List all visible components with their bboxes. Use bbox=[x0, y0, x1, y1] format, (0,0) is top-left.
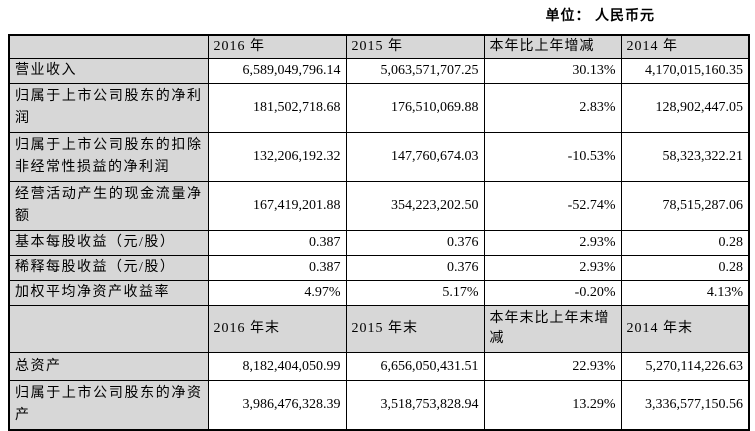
cell-2016: 3,986,476,328.39 bbox=[207, 380, 347, 431]
cell-2016: 132,206,192.32 bbox=[207, 132, 347, 182]
column-header-2016-end: 2016 年末 bbox=[207, 305, 347, 353]
column-header-2016: 2016 年 bbox=[207, 34, 347, 59]
row-label: 稀释每股收益（元/股） bbox=[8, 255, 209, 281]
unit-label: 单位： 人民币元 bbox=[545, 9, 655, 24]
cell-2014: 58,323,322.21 bbox=[620, 132, 750, 182]
cell-2014: 3,336,577,150.56 bbox=[620, 380, 750, 431]
column-header-yoy-change: 本年比上年增减 bbox=[483, 34, 622, 59]
cell-2014: 0.28 bbox=[620, 230, 750, 256]
cell-2015: 0.376 bbox=[345, 255, 485, 281]
cell-2016: 6,589,049,796.14 bbox=[207, 58, 347, 84]
table-row-operating-revenue: 营业收入 6,589,049,796.14 5,063,571,707.25 3… bbox=[8, 58, 750, 84]
cell-change: 22.93% bbox=[483, 352, 622, 381]
cell-2014: 4,170,015,160.35 bbox=[620, 58, 750, 84]
table-row-total-assets: 总资产 8,182,404,050.99 6,656,050,431.51 22… bbox=[8, 352, 750, 381]
cell-change: 2.93% bbox=[483, 255, 622, 281]
cell-2015: 0.376 bbox=[345, 230, 485, 256]
table-row-basic-eps: 基本每股收益（元/股） 0.387 0.376 2.93% 0.28 bbox=[8, 230, 750, 256]
cell-2015: 354,223,202.50 bbox=[345, 181, 485, 231]
cell-2014: 4.13% bbox=[620, 280, 750, 306]
cell-2014: 0.28 bbox=[620, 255, 750, 281]
table-row-diluted-eps: 稀释每股收益（元/股） 0.387 0.376 2.93% 0.28 bbox=[8, 255, 750, 281]
cell-change: 30.13% bbox=[483, 58, 622, 84]
cell-change: -10.53% bbox=[483, 132, 622, 182]
column-header-2014: 2014 年 bbox=[620, 34, 750, 59]
cell-2016: 181,502,718.68 bbox=[207, 83, 347, 133]
table-row-net-profit: 归属于上市公司股东的净利润 181,502,718.68 176,510,069… bbox=[8, 83, 750, 133]
column-header-2014-end: 2014 年末 bbox=[620, 305, 750, 353]
cell-2014: 128,902,447.05 bbox=[620, 83, 750, 133]
cell-change: 13.29% bbox=[483, 380, 622, 431]
cell-2015: 3,518,753,828.94 bbox=[345, 380, 485, 431]
cell-change: -0.20% bbox=[483, 280, 622, 306]
row-label: 加权平均净资产收益率 bbox=[8, 280, 209, 306]
cell-2016: 167,419,201.88 bbox=[207, 181, 347, 231]
cell-change: 2.83% bbox=[483, 83, 622, 133]
cell-2015: 5,063,571,707.25 bbox=[345, 58, 485, 84]
column-header-2015: 2015 年 bbox=[345, 34, 485, 59]
cell-2015: 176,510,069.88 bbox=[345, 83, 485, 133]
row-label: 营业收入 bbox=[8, 58, 209, 84]
table-header-row-annual: 2016 年 2015 年 本年比上年增减 2014 年 bbox=[8, 34, 750, 59]
row-label: 归属于上市公司股东的净利润 bbox=[8, 83, 209, 133]
row-label: 归属于上市公司股东的扣除非经常性损益的净利润 bbox=[8, 132, 209, 182]
column-header-2015-end: 2015 年末 bbox=[345, 305, 485, 353]
cell-change: -52.74% bbox=[483, 181, 622, 231]
row-label: 总资产 bbox=[8, 352, 209, 381]
cell-2016: 0.387 bbox=[207, 230, 347, 256]
column-header-year-end-change: 本年末比上年末增减 bbox=[483, 305, 622, 353]
header-cell-blank bbox=[8, 305, 209, 353]
cell-2015: 6,656,050,431.51 bbox=[345, 352, 485, 381]
cell-2016: 4.97% bbox=[207, 280, 347, 306]
cell-2015: 147,760,674.03 bbox=[345, 132, 485, 182]
cell-2016: 0.387 bbox=[207, 255, 347, 281]
financial-summary-table: 2016 年 2015 年 本年比上年增减 2014 年 营业收入 6,589,… bbox=[8, 34, 750, 431]
row-label: 基本每股收益（元/股） bbox=[8, 230, 209, 256]
row-label: 经营活动产生的现金流量净额 bbox=[8, 181, 209, 231]
row-label: 归属于上市公司股东的净资产 bbox=[8, 380, 209, 431]
header-cell-blank bbox=[8, 34, 209, 59]
cell-change: 2.93% bbox=[483, 230, 622, 256]
cell-2016: 8,182,404,050.99 bbox=[207, 352, 347, 381]
table-row-operating-cash-flow: 经营活动产生的现金流量净额 167,419,201.88 354,223,202… bbox=[8, 181, 750, 231]
cell-2014: 5,270,114,226.63 bbox=[620, 352, 750, 381]
cell-2015: 5.17% bbox=[345, 280, 485, 306]
table-row-weighted-avg-roe: 加权平均净资产收益率 4.97% 5.17% -0.20% 4.13% bbox=[8, 280, 750, 306]
cell-2014: 78,515,287.06 bbox=[620, 181, 750, 231]
table-row-net-profit-excl-nonrecurring: 归属于上市公司股东的扣除非经常性损益的净利润 132,206,192.32 14… bbox=[8, 132, 750, 182]
table-row-net-assets: 归属于上市公司股东的净资产 3,986,476,328.39 3,518,753… bbox=[8, 380, 750, 431]
table-header-row-year-end: 2016 年末 2015 年末 本年末比上年末增减 2014 年末 bbox=[8, 305, 750, 353]
